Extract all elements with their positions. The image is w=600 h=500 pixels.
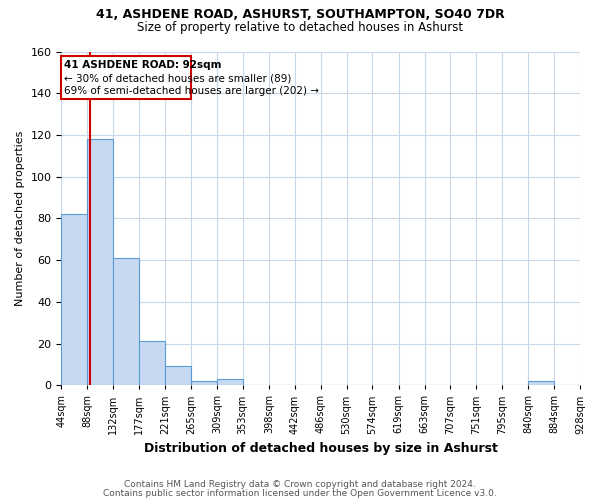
FancyBboxPatch shape xyxy=(61,56,191,100)
Bar xyxy=(217,379,242,386)
Y-axis label: Number of detached properties: Number of detached properties xyxy=(15,130,25,306)
Bar xyxy=(113,258,139,386)
Bar xyxy=(191,381,217,386)
Text: 41, ASHDENE ROAD, ASHURST, SOUTHAMPTON, SO40 7DR: 41, ASHDENE ROAD, ASHURST, SOUTHAMPTON, … xyxy=(95,8,505,20)
Bar xyxy=(139,342,165,386)
Text: 69% of semi-detached houses are larger (202) →: 69% of semi-detached houses are larger (… xyxy=(64,86,319,97)
Bar xyxy=(87,139,113,386)
X-axis label: Distribution of detached houses by size in Ashurst: Distribution of detached houses by size … xyxy=(144,442,497,455)
Bar xyxy=(61,214,87,386)
Text: Contains HM Land Registry data © Crown copyright and database right 2024.: Contains HM Land Registry data © Crown c… xyxy=(124,480,476,489)
Bar xyxy=(529,381,554,386)
Text: 41 ASHDENE ROAD: 92sqm: 41 ASHDENE ROAD: 92sqm xyxy=(64,60,222,70)
Text: Size of property relative to detached houses in Ashurst: Size of property relative to detached ho… xyxy=(137,21,463,34)
Text: Contains public sector information licensed under the Open Government Licence v3: Contains public sector information licen… xyxy=(103,489,497,498)
Text: ← 30% of detached houses are smaller (89): ← 30% of detached houses are smaller (89… xyxy=(64,73,292,83)
Bar xyxy=(165,366,191,386)
